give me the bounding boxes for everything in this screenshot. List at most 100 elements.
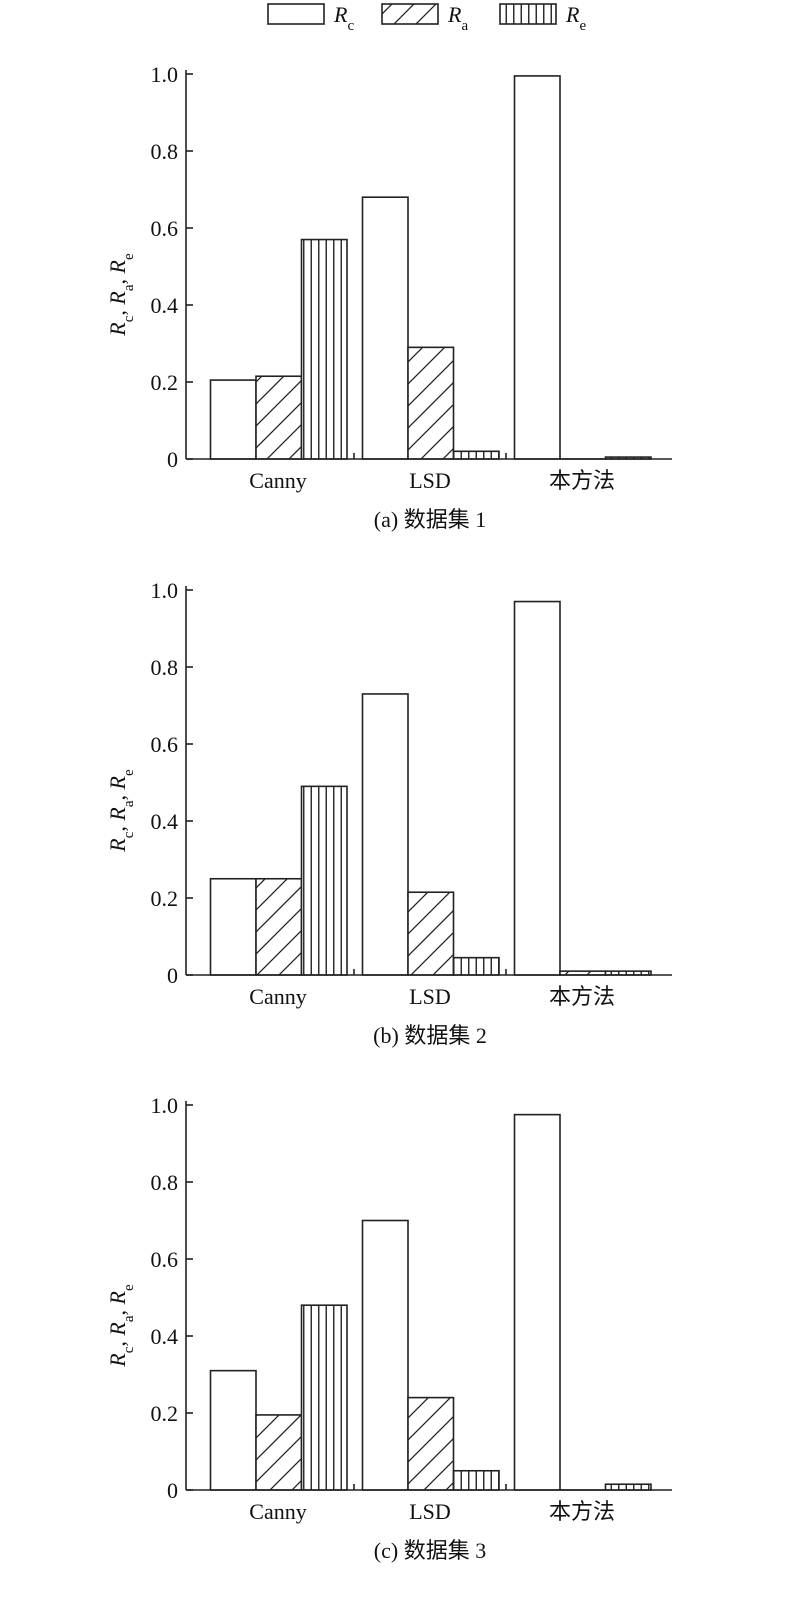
y-axis-label-sub: e [121, 1284, 137, 1291]
legend-label-sub: c [347, 18, 354, 34]
bar-re-0 [300, 1304, 348, 1491]
x-tick-label: Canny [249, 1499, 306, 1524]
chart-caption: (c) 数据集 3 [374, 1538, 486, 1563]
y-axis-label-base: R [105, 291, 130, 306]
bar-rc-2 [513, 75, 561, 460]
legend-label-base: R [447, 2, 462, 27]
x-tick-label: LSD [409, 1499, 451, 1524]
legend-swatch-vertical [499, 3, 557, 25]
bar-rc-0 [209, 877, 257, 976]
y-tick-label: 0.2 [151, 1401, 179, 1426]
bars [209, 1113, 652, 1491]
y-axis-label: Rc, Ra, Re [105, 253, 137, 337]
bar-ra-1 [407, 1396, 455, 1491]
y-tick-label: 0.6 [151, 216, 179, 241]
y-tick-label: 0.6 [151, 732, 179, 757]
bar-rc-1 [361, 196, 409, 460]
bar-ra-0 [255, 877, 303, 976]
y-tick-label: 0.8 [151, 1170, 179, 1195]
y-tick-label: 0.4 [151, 1324, 179, 1349]
y-axis-label-base: R [105, 322, 130, 337]
y-tick-label: 0 [167, 1478, 178, 1503]
y-axis-label-separator: , [105, 821, 130, 832]
x-tick-label: 本方法 [549, 1499, 615, 1524]
bar-re-1 [452, 1469, 500, 1491]
y-axis-label: Rc, Ra, Re [105, 769, 137, 853]
legend-item-re: Re [499, 2, 586, 34]
legend-item-rc: Rc [267, 2, 354, 34]
y-axis-label-separator: , [105, 273, 130, 284]
x-tick-label: 本方法 [549, 984, 615, 1009]
bars [209, 75, 652, 460]
legend-swatch-plain [267, 3, 325, 25]
bars [209, 600, 652, 976]
y-tick-label: 1.0 [151, 62, 179, 87]
x-tick-label: Canny [249, 468, 306, 493]
y-axis-label-base: R [105, 838, 130, 853]
chart-panel-a: 0 0.2 0.4 0.6 0.8 1.0 Canny LSD 本方法 Rc, Ra, Re (a)… [105, 62, 672, 532]
bar-rc-0 [209, 1369, 257, 1491]
y-axis-label-separator: , [105, 1304, 130, 1315]
y-tick-label: 1.0 [151, 578, 179, 603]
bar-rc-2 [513, 1113, 561, 1491]
legend-label-sub: e [579, 18, 586, 34]
bar-ra-1 [407, 346, 455, 460]
y-axis-label-base: R [105, 775, 130, 790]
x-tick-label: Canny [249, 984, 306, 1009]
y-axis-label-base: R [105, 1290, 130, 1305]
x-tick-label: 本方法 [549, 468, 615, 493]
legend: Rc Ra Re [267, 2, 586, 34]
y-axis-label-separator: , [105, 305, 130, 316]
y-axis-label: Rc, Ra, Re [105, 1284, 137, 1368]
x-tick-label: LSD [409, 468, 451, 493]
y-axis-label-sub: e [121, 253, 137, 260]
legend-swatch-diagonal [381, 3, 439, 25]
x-tick-label: LSD [409, 984, 451, 1009]
bar-rc-2 [513, 600, 561, 976]
y-axis-label-base: R [105, 807, 130, 822]
bar-rc-1 [361, 693, 409, 976]
bar-re-0 [300, 785, 348, 976]
legend-item-ra: Ra [381, 2, 468, 34]
y-tick-label: 0.8 [151, 139, 179, 164]
legend-label: Re [565, 2, 586, 34]
y-tick-label: 0.4 [151, 809, 179, 834]
chart-caption: (b) 数据集 2 [373, 1023, 487, 1048]
bar-re-2 [604, 1483, 652, 1491]
legend-label-base: R [565, 2, 580, 27]
chart-caption: (a) 数据集 1 [374, 507, 486, 532]
y-tick-label: 1.0 [151, 1093, 179, 1118]
bar-ra-0 [255, 1414, 303, 1491]
y-axis-label-base: R [105, 259, 130, 274]
y-tick-label: 0.8 [151, 655, 179, 680]
y-axis-label-sub: c [121, 831, 137, 838]
y-axis-label-sub: e [121, 769, 137, 776]
y-tick-label: 0 [167, 447, 178, 472]
bar-rc-0 [209, 379, 257, 460]
legend-label: Ra [447, 2, 468, 34]
y-axis-label-sub: c [121, 1346, 137, 1353]
bar-ra-1 [407, 891, 455, 976]
y-axis-label-sub: a [121, 1315, 137, 1322]
bar-re-1 [452, 956, 500, 976]
bar-re-1 [452, 450, 500, 460]
y-tick-label: 0 [167, 963, 178, 988]
y-tick-label: 0.2 [151, 370, 179, 395]
y-axis-label-base: R [105, 1353, 130, 1368]
y-axis-label-sub: a [121, 284, 137, 291]
legend-label: Rc [333, 2, 354, 34]
y-axis-label-base: R [105, 1322, 130, 1337]
chart-panel-c: 0 0.2 0.4 0.6 0.8 1.0 Canny LSD 本方法 Rc, Ra, Re (c)… [105, 1093, 672, 1563]
bar-re-0 [300, 238, 348, 460]
chart-panel-b: 0 0.2 0.4 0.6 0.8 1.0 Canny LSD 本方法 Rc, Ra, Re (b)… [105, 578, 672, 1048]
y-tick-label: 0.6 [151, 1247, 179, 1272]
legend-label-base: R [333, 2, 348, 27]
y-axis-label-separator: , [105, 1336, 130, 1347]
y-axis-label-separator: , [105, 789, 130, 800]
bar-ra-0 [255, 375, 303, 460]
bar-rc-1 [361, 1219, 409, 1491]
y-axis-label-sub: a [121, 800, 137, 807]
chart-panels: 0 0.2 0.4 0.6 0.8 1.0 Canny LSD 本方法 Rc, Ra, Re (a)… [105, 62, 672, 1563]
y-axis-label-sub: c [121, 315, 137, 322]
